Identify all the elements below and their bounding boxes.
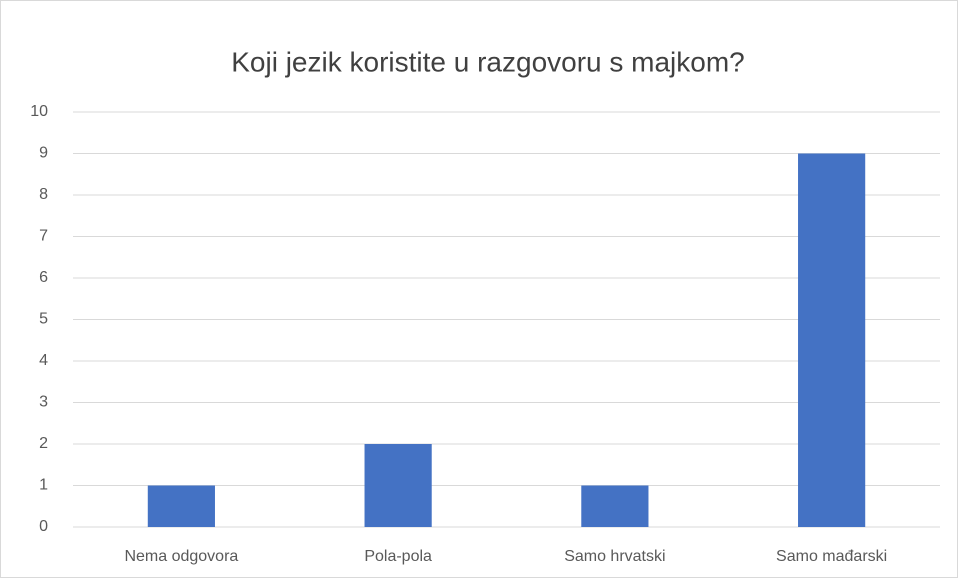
y-tick-label: 0 bbox=[39, 518, 48, 535]
y-tick-label: 10 bbox=[30, 103, 48, 120]
y-tick-label: 3 bbox=[39, 394, 48, 411]
bar bbox=[581, 485, 649, 527]
x-tick-label: Samo hrvatski bbox=[564, 548, 665, 565]
chart-title: Koji jezik koristite u razgovoru s majko… bbox=[231, 46, 745, 77]
y-tick-label: 1 bbox=[39, 477, 48, 494]
y-tick-label: 4 bbox=[39, 352, 48, 369]
y-tick-label: 8 bbox=[39, 186, 48, 203]
bar bbox=[147, 485, 215, 527]
y-tick-label: 5 bbox=[39, 311, 48, 328]
y-tick-label: 9 bbox=[39, 145, 48, 162]
y-tick-label: 2 bbox=[39, 435, 48, 452]
y-tick-label: 6 bbox=[39, 269, 48, 286]
x-tick-label: Nema odgovora bbox=[124, 548, 238, 565]
y-tick-label: 7 bbox=[39, 228, 48, 245]
x-tick-label: Samo mađarski bbox=[776, 548, 887, 565]
bar bbox=[364, 444, 432, 527]
x-tick-label: Pola-pola bbox=[364, 548, 432, 565]
bar bbox=[798, 153, 866, 527]
